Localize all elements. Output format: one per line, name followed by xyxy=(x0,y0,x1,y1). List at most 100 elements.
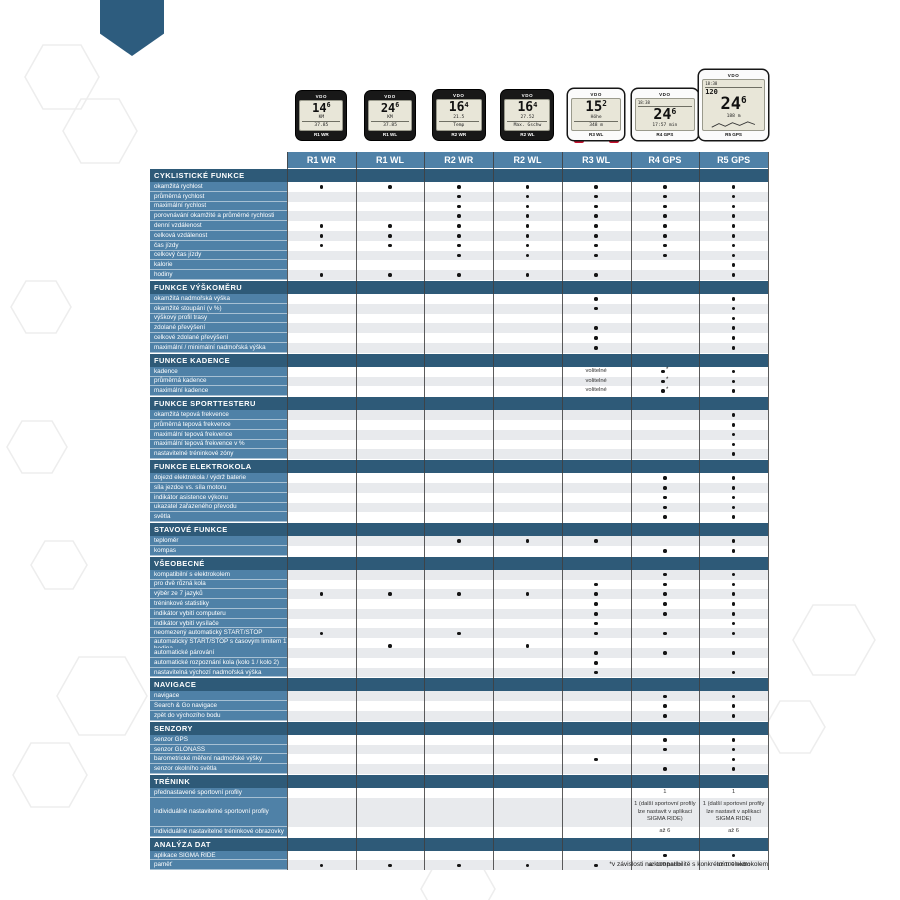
table-row: automatické párování xyxy=(150,648,768,658)
model-column-header: R2 WR xyxy=(424,152,494,168)
feature-cell xyxy=(493,386,562,397)
feature-label: Search & Go navigace xyxy=(150,701,287,712)
dot-icon xyxy=(388,643,392,648)
feature-cell xyxy=(493,323,562,334)
device-model-label: R4 GPS xyxy=(656,132,674,137)
table-row: denní vzdálenost xyxy=(150,221,768,231)
feature-cell xyxy=(355,313,425,324)
feature-cell xyxy=(630,191,700,202)
feature-cell xyxy=(699,342,768,353)
device-model-label: R1 WL xyxy=(382,132,398,137)
feature-cell xyxy=(424,754,494,765)
feature-cell xyxy=(493,191,562,202)
feature-cell xyxy=(493,250,562,261)
feature-cell xyxy=(287,569,356,580)
feature-cell xyxy=(424,473,494,483)
feature-cell xyxy=(699,512,768,523)
feature-cell xyxy=(699,657,768,668)
feature-cell xyxy=(287,313,356,324)
feature-cell xyxy=(630,419,700,430)
feature-cell xyxy=(561,333,631,343)
dot-icon xyxy=(388,592,392,596)
feature-cell xyxy=(424,240,494,251)
feature-cell xyxy=(493,240,562,251)
feature-cell xyxy=(561,419,631,430)
feature-cell xyxy=(424,788,494,798)
feature-cell xyxy=(699,211,768,222)
feature-cell xyxy=(424,589,494,600)
device-image: VDO 146 KM 37.85 R1 WR xyxy=(296,91,347,140)
dot-icon xyxy=(663,476,667,480)
dot-icon xyxy=(731,853,736,858)
feature-cell xyxy=(493,826,562,837)
device-screen-subline: 17:57 min xyxy=(652,123,678,128)
feature-cell xyxy=(287,260,356,271)
feature-cell xyxy=(561,260,631,271)
feature-cell xyxy=(699,579,768,590)
feature-cell xyxy=(424,826,494,837)
feature-cell xyxy=(699,376,768,387)
feature-cell xyxy=(493,545,562,556)
feature-cell xyxy=(287,482,356,493)
dot-icon xyxy=(456,273,461,277)
feature-cell xyxy=(630,657,700,668)
feature-cell xyxy=(493,764,562,775)
feature-label: indikátor asistence výkonu xyxy=(150,492,287,503)
device-screen: 18:38 120 246 188 m xyxy=(702,79,765,131)
feature-cell xyxy=(561,860,631,871)
device-slot: VDO 146 KM 37.85 R1 WR xyxy=(287,91,356,140)
feature-cell xyxy=(287,293,356,304)
feature-cell xyxy=(493,797,562,827)
model-column-header: R1 WR xyxy=(287,152,356,168)
dot-icon xyxy=(663,505,667,510)
dot-icon xyxy=(661,379,665,384)
section-header: FUNKCE KADENCE xyxy=(150,353,768,367)
device-screen-subline: 27.52 xyxy=(520,115,535,120)
feature-cell xyxy=(630,579,700,590)
table-row: průměrná tepová frekvence xyxy=(150,419,768,430)
dot-icon xyxy=(663,631,667,636)
feature-cell xyxy=(287,788,356,798)
feature-cell xyxy=(355,599,425,609)
feature-cell xyxy=(561,850,631,861)
feature-cell xyxy=(561,473,631,483)
dot-icon xyxy=(319,224,324,228)
feature-cell xyxy=(699,744,768,755)
feature-cell xyxy=(424,628,494,639)
table-row: automatický START/STOP s časovým limitem… xyxy=(150,638,768,654)
feature-cell xyxy=(699,201,768,212)
device-screen: 164 27.52 Max. Gschw xyxy=(504,99,551,131)
dot-icon xyxy=(731,651,736,655)
feature-cell xyxy=(424,221,494,231)
dot-icon xyxy=(663,747,667,752)
device-elevation-chart xyxy=(711,121,756,128)
asterisk-note: * xyxy=(665,376,669,383)
feature-cell xyxy=(355,711,425,721)
feature-cell xyxy=(561,303,631,314)
table-row: okamžité stoupání (v %) xyxy=(150,303,768,314)
feature-cell xyxy=(630,691,700,702)
feature-cell xyxy=(424,657,494,668)
feature-cell xyxy=(424,376,494,387)
section-header: VŠEOBECNÉ xyxy=(150,556,768,570)
feature-cell xyxy=(424,410,494,420)
table-row: senzor okolního světla xyxy=(150,764,768,775)
dot-icon xyxy=(663,853,667,858)
device-screen-subline: 37.85 xyxy=(302,121,341,129)
feature-cell: * xyxy=(630,366,700,377)
asterisk-note: * xyxy=(665,386,669,393)
feature-cell xyxy=(561,191,631,202)
device-image: VDO 152 Höhe 348 m R3 WL xyxy=(568,89,625,140)
feature-cell xyxy=(699,850,768,861)
feature-cell: * xyxy=(630,386,700,397)
feature-cell xyxy=(561,293,631,304)
feature-cell xyxy=(287,734,356,745)
dot-icon xyxy=(731,670,736,675)
feature-cell xyxy=(424,744,494,755)
feature-cell xyxy=(630,754,700,765)
dot-icon xyxy=(731,326,736,331)
device-red-button xyxy=(573,138,584,143)
model-column-header: R5 GPS xyxy=(699,152,768,168)
dot-icon xyxy=(594,234,598,238)
feature-cell xyxy=(699,313,768,324)
